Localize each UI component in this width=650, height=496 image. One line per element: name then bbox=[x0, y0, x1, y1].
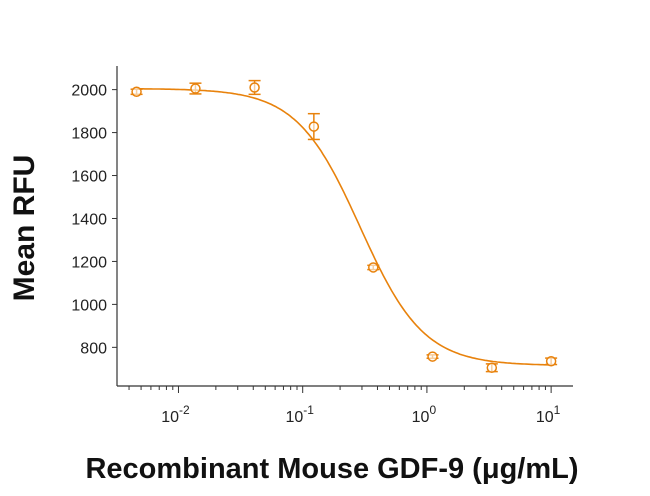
x-tick-label: 10-1 bbox=[285, 403, 314, 426]
y-tick-label: 1000 bbox=[71, 297, 107, 314]
x-tick-label: 100 bbox=[412, 403, 437, 426]
y-tick-labels: 800 1000 1200 1400 1600 1800 2000 bbox=[71, 83, 107, 358]
x-tick-labels: 10-2 10-1 100 101 bbox=[161, 403, 560, 426]
data-point bbox=[131, 86, 142, 98]
y-tick-label: 1800 bbox=[71, 126, 107, 143]
x-axis-label: Recombinant Mouse GDF-9 (μg/mL) bbox=[85, 453, 578, 485]
y-tick-label: 1400 bbox=[71, 211, 107, 228]
data-point bbox=[308, 121, 320, 132]
data-point bbox=[249, 82, 260, 93]
data-point bbox=[427, 351, 438, 362]
y-tick-label: 2000 bbox=[71, 83, 107, 100]
fit-curve bbox=[136, 88, 552, 366]
data-point bbox=[545, 356, 557, 367]
data-point bbox=[486, 362, 498, 373]
data-point bbox=[368, 262, 379, 273]
axes bbox=[112, 66, 573, 393]
x-tick-label: 10-2 bbox=[161, 403, 190, 426]
y-tick-label: 800 bbox=[80, 340, 107, 357]
data-point bbox=[190, 83, 201, 94]
x-tick-label: 101 bbox=[536, 403, 561, 426]
y-tick-label: 1600 bbox=[71, 169, 107, 186]
data-points bbox=[130, 79, 558, 373]
y-axis-label: Mean RFU bbox=[8, 155, 41, 302]
y-tick-label: 1200 bbox=[71, 254, 107, 271]
